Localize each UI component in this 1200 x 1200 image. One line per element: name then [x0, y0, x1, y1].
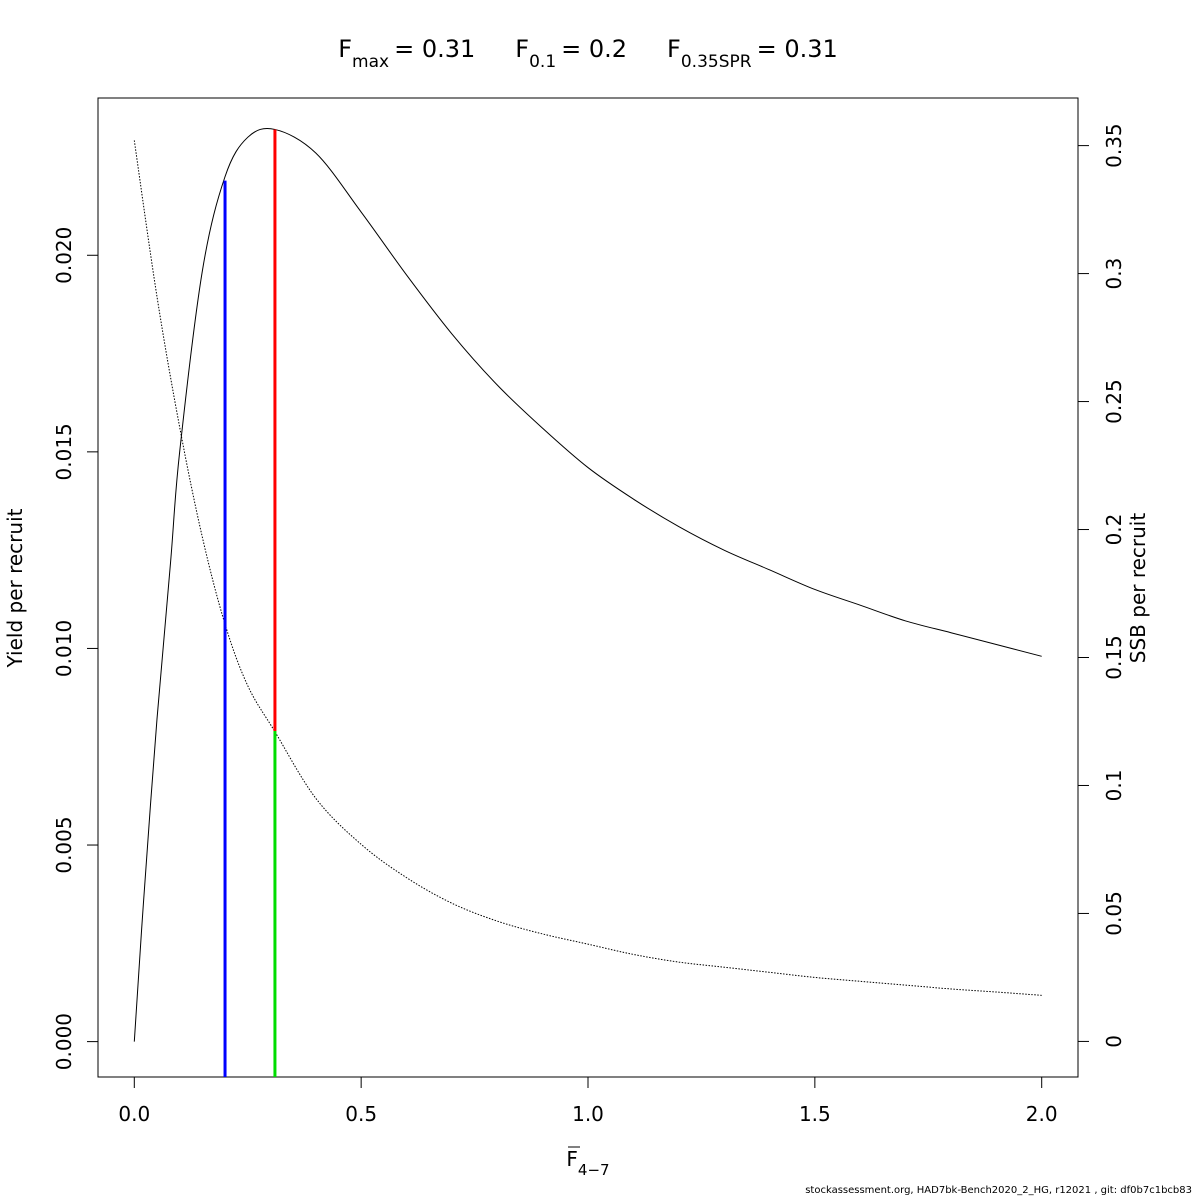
reference-lines — [223, 129, 277, 1077]
y-tick-label: 0.005 — [52, 816, 76, 873]
x-axis: 0.0 0.5 1.0 1.5 2.0 — [118, 1076, 1058, 1126]
chart-title: Fmax = 0.31 F0.1 = 0.2 F0.35SPR = 0.31 — [338, 35, 838, 72]
y-tick-label: 0.000 — [52, 1013, 76, 1070]
title-value-1: = 0.2 — [561, 35, 627, 63]
y2-tick-label: 0 — [1102, 1035, 1126, 1048]
series-group — [133, 127, 1042, 1042]
x-tick-label: 1.0 — [572, 1102, 604, 1126]
y2-axis-label: SSB per recruit — [1126, 513, 1150, 664]
y-axis-left: 0.000 0.005 0.010 0.015 0.020 — [52, 227, 99, 1070]
y2-tick-label: 0.2 — [1102, 514, 1126, 546]
x-label-sub: 4−7 — [578, 1161, 610, 1179]
yield-per-recruit-line — [133, 127, 1042, 1042]
y-axis-label: Yield per recruit — [3, 508, 27, 668]
title-value-2: = 0.31 — [757, 35, 838, 63]
y-tick-label: 0.015 — [52, 423, 76, 480]
x-tick-label: 2.0 — [1026, 1102, 1058, 1126]
y2-tick-label: 0.25 — [1102, 379, 1126, 424]
ssb-per-recruit-line — [133, 140, 1042, 996]
title-part-2: F — [667, 35, 681, 63]
y2-tick-label: 0.3 — [1102, 258, 1126, 290]
title-part-1: F — [515, 35, 529, 63]
y2-tick-label: 0.05 — [1102, 891, 1126, 936]
x-tick-label: 1.5 — [799, 1102, 831, 1126]
footer-note: stockassessment.org, HAD7bk-Bench2020_2_… — [805, 1185, 1192, 1196]
x-label-base: F — [566, 1147, 578, 1171]
y-tick-label: 0.020 — [52, 227, 76, 284]
title-part-0: F — [338, 35, 352, 63]
title-sub-0: max — [352, 52, 389, 72]
plot-frame — [97, 97, 1079, 1078]
x-tick-label: 0.0 — [118, 1102, 150, 1126]
y2-tick-label: 0.1 — [1102, 770, 1126, 802]
y2-tick-label: 0.35 — [1102, 123, 1126, 168]
y2-tick-label: 0.15 — [1102, 635, 1126, 680]
x-axis-label: F4−7 — [566, 1147, 609, 1179]
title-sub-2: 0.35SPR — [681, 52, 752, 72]
title-value-0: = 0.31 — [394, 35, 475, 63]
title-sub-1: 0.1 — [529, 52, 556, 72]
y-axis-right: 0 0.05 0.1 0.15 0.2 0.25 0.3 0.35 — [1077, 123, 1126, 1048]
x-tick-label: 0.5 — [345, 1102, 377, 1126]
y-tick-label: 0.010 — [52, 620, 76, 677]
